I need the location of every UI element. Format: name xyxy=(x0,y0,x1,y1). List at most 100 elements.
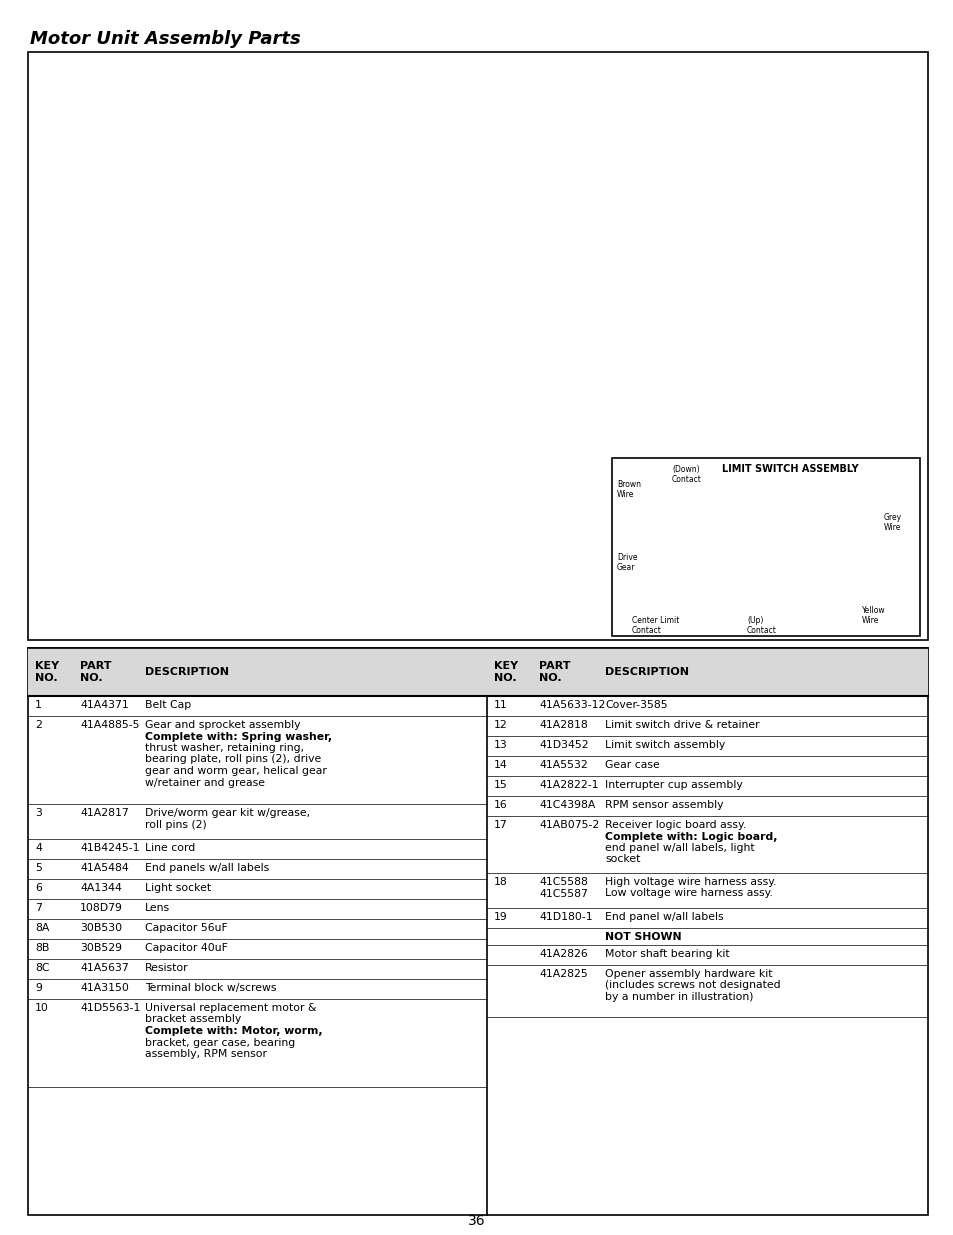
Text: 41A2822-1: 41A2822-1 xyxy=(538,781,598,790)
Text: Motor shaft bearing kit: Motor shaft bearing kit xyxy=(604,948,729,960)
Text: 19: 19 xyxy=(494,911,507,923)
Text: 6: 6 xyxy=(35,883,42,893)
Text: Receiver logic board assy.: Receiver logic board assy. xyxy=(604,820,745,830)
Text: 41A2818: 41A2818 xyxy=(538,720,587,730)
Bar xyxy=(28,52,927,640)
Text: Lens: Lens xyxy=(145,903,170,913)
Text: Drive
Gear: Drive Gear xyxy=(617,553,637,572)
Text: KEY
NO.: KEY NO. xyxy=(494,661,517,683)
Text: Brown
Wire: Brown Wire xyxy=(617,480,640,499)
Text: 36: 36 xyxy=(468,1214,485,1228)
Text: 41D5563-1: 41D5563-1 xyxy=(80,1003,140,1013)
Text: Motor Unit Assembly Parts: Motor Unit Assembly Parts xyxy=(30,30,300,48)
Text: gear and worm gear, helical gear: gear and worm gear, helical gear xyxy=(145,766,327,776)
Text: Complete with: Motor, worm,: Complete with: Motor, worm, xyxy=(145,1026,322,1036)
Text: 41AB075-2: 41AB075-2 xyxy=(538,820,598,830)
Text: 17: 17 xyxy=(494,820,507,830)
Text: Universal replacement motor &: Universal replacement motor & xyxy=(145,1003,316,1013)
Text: RPM sensor assembly: RPM sensor assembly xyxy=(604,800,722,810)
Text: Gear case: Gear case xyxy=(604,760,659,769)
Text: 41A5637: 41A5637 xyxy=(80,963,129,973)
Text: end panel w/all labels, light: end panel w/all labels, light xyxy=(604,844,754,853)
Text: 108D79: 108D79 xyxy=(80,903,123,913)
Text: 4: 4 xyxy=(35,844,42,853)
Text: w/retainer and grease: w/retainer and grease xyxy=(145,778,265,788)
Text: 30B529: 30B529 xyxy=(80,944,122,953)
Text: 41A3150: 41A3150 xyxy=(80,983,129,993)
Text: Opener assembly hardware kit: Opener assembly hardware kit xyxy=(604,969,772,979)
Text: 5: 5 xyxy=(35,863,42,873)
Text: 41A2826: 41A2826 xyxy=(538,948,587,960)
Text: DESCRIPTION: DESCRIPTION xyxy=(145,667,229,677)
Text: 9: 9 xyxy=(35,983,42,993)
Text: Belt Cap: Belt Cap xyxy=(145,700,191,710)
Text: 30B530: 30B530 xyxy=(80,923,122,932)
Text: bracket, gear case, bearing: bracket, gear case, bearing xyxy=(145,1037,294,1047)
Text: 10: 10 xyxy=(35,1003,49,1013)
Text: thrust washer, retaining ring,: thrust washer, retaining ring, xyxy=(145,743,304,753)
Text: Limit switch assembly: Limit switch assembly xyxy=(604,740,724,750)
Text: 1: 1 xyxy=(35,700,42,710)
Text: (Up)
Contact: (Up) Contact xyxy=(746,616,776,635)
Text: End panel w/all labels: End panel w/all labels xyxy=(604,911,723,923)
Text: Interrupter cup assembly: Interrupter cup assembly xyxy=(604,781,742,790)
Text: Yellow
Wire: Yellow Wire xyxy=(862,606,884,625)
Text: Complete with: Spring washer,: Complete with: Spring washer, xyxy=(145,731,332,741)
Text: bracket assembly: bracket assembly xyxy=(145,1014,241,1025)
Text: PART
NO.: PART NO. xyxy=(538,661,570,683)
Text: Capacitor 40uF: Capacitor 40uF xyxy=(145,944,228,953)
Text: 18: 18 xyxy=(494,877,507,887)
Text: Drive/worm gear kit w/grease,: Drive/worm gear kit w/grease, xyxy=(145,808,310,818)
Text: 7: 7 xyxy=(35,903,42,913)
Text: LIMIT SWITCH ASSEMBLY: LIMIT SWITCH ASSEMBLY xyxy=(721,464,858,474)
Text: 41D3452: 41D3452 xyxy=(538,740,588,750)
Text: 11: 11 xyxy=(494,700,507,710)
Text: High voltage wire harness assy.: High voltage wire harness assy. xyxy=(604,877,776,887)
Text: Line cord: Line cord xyxy=(145,844,195,853)
Text: 41C4398A: 41C4398A xyxy=(538,800,595,810)
Text: 41C5588
41C5587: 41C5588 41C5587 xyxy=(538,877,587,899)
Text: 12: 12 xyxy=(494,720,507,730)
Text: 15: 15 xyxy=(494,781,507,790)
Text: 2: 2 xyxy=(35,720,42,730)
Text: 41A2825: 41A2825 xyxy=(538,969,587,979)
Text: Complete with: Logic board,: Complete with: Logic board, xyxy=(604,831,777,841)
Bar xyxy=(28,648,927,697)
Text: 4A1344: 4A1344 xyxy=(80,883,122,893)
Text: Center Limit
Contact: Center Limit Contact xyxy=(631,616,679,635)
Text: NOT SHOWN: NOT SHOWN xyxy=(604,932,680,942)
Text: 8A: 8A xyxy=(35,923,50,932)
Text: (Down)
Contact: (Down) Contact xyxy=(671,466,701,484)
Text: Capacitor 56uF: Capacitor 56uF xyxy=(145,923,228,932)
Text: PART
NO.: PART NO. xyxy=(80,661,112,683)
Text: (includes screws not designated: (includes screws not designated xyxy=(604,981,780,990)
Text: 41D180-1: 41D180-1 xyxy=(538,911,592,923)
Text: End panels w/all labels: End panels w/all labels xyxy=(145,863,269,873)
Text: 41A5633-12: 41A5633-12 xyxy=(538,700,605,710)
Text: Gear and sprocket assembly: Gear and sprocket assembly xyxy=(145,720,300,730)
Text: 41B4245-1: 41B4245-1 xyxy=(80,844,139,853)
Text: bearing plate, roll pins (2), drive: bearing plate, roll pins (2), drive xyxy=(145,755,321,764)
Text: 14: 14 xyxy=(494,760,507,769)
Bar xyxy=(612,458,919,636)
Bar xyxy=(28,648,927,1215)
Text: 41A2817: 41A2817 xyxy=(80,808,129,818)
Text: KEY
NO.: KEY NO. xyxy=(35,661,59,683)
Text: 41A4371: 41A4371 xyxy=(80,700,129,710)
Text: 41A4885-5: 41A4885-5 xyxy=(80,720,139,730)
Text: 8C: 8C xyxy=(35,963,50,973)
Text: Grey
Wire: Grey Wire xyxy=(883,513,902,532)
Text: 41A5484: 41A5484 xyxy=(80,863,129,873)
Text: 16: 16 xyxy=(494,800,507,810)
Text: 8B: 8B xyxy=(35,944,50,953)
Text: Cover-3585: Cover-3585 xyxy=(604,700,667,710)
Text: by a number in illustration): by a number in illustration) xyxy=(604,992,753,1002)
Text: DESCRIPTION: DESCRIPTION xyxy=(604,667,688,677)
Text: Low voltage wire harness assy.: Low voltage wire harness assy. xyxy=(604,888,772,899)
Text: 13: 13 xyxy=(494,740,507,750)
Text: Light socket: Light socket xyxy=(145,883,211,893)
Text: Terminal block w/screws: Terminal block w/screws xyxy=(145,983,276,993)
Text: assembly, RPM sensor: assembly, RPM sensor xyxy=(145,1049,267,1058)
Text: roll pins (2): roll pins (2) xyxy=(145,820,207,830)
Text: 3: 3 xyxy=(35,808,42,818)
